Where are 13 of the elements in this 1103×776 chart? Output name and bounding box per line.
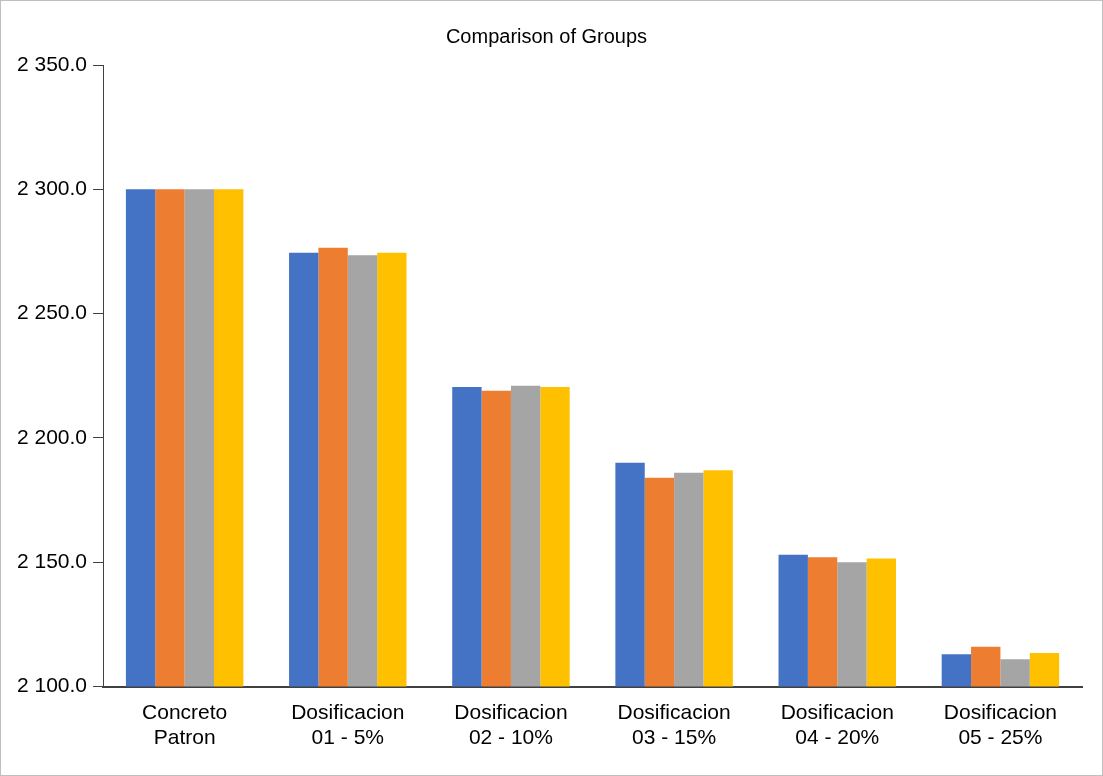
y-tick-label: 2 300.0 [16,176,88,200]
x-tick-label: Dosificacion 03 - 15% [617,700,731,749]
y-tick-label: 2 350.0 [16,51,88,75]
x-tick-label: Dosificacion 02 - 10% [454,700,568,749]
chart-title: Comparison of Groups [445,24,648,47]
y-tick-label: 2 250.0 [16,300,88,324]
y-tick-label: 2 100.0 [16,673,88,697]
x-tick-label: Dosificacion 05 - 25% [943,700,1058,749]
x-tick-label: Dosificacion 01 - 5% [291,700,405,749]
y-tick-label: 2 150.0 [16,549,88,573]
x-tick-label: Dosificacion 04 - 20% [780,700,894,749]
y-tick-label: 2 200.0 [16,424,88,448]
x-tick-label: Concreto Patron [142,700,228,749]
